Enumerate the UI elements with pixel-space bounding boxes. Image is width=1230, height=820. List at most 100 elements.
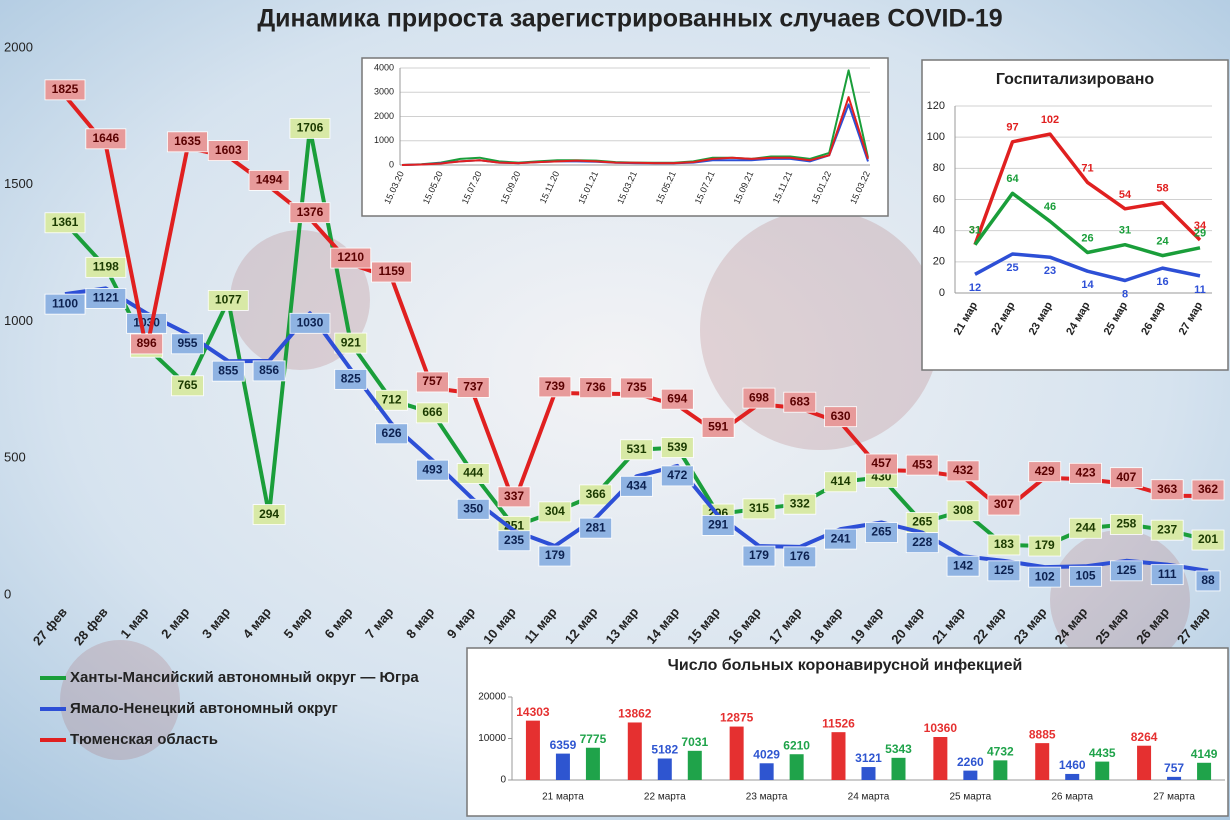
data-label: 4029 xyxy=(753,747,780,761)
bar xyxy=(759,763,774,780)
data-label: 12 xyxy=(969,282,981,294)
label-box xyxy=(1109,560,1143,582)
data-label: 332 xyxy=(790,496,810,510)
label-box xyxy=(987,494,1021,516)
data-label: 1077 xyxy=(215,293,242,307)
data-label: 16 xyxy=(1156,276,1168,288)
label-box xyxy=(289,118,331,139)
data-label: 1635 xyxy=(174,134,201,148)
y-tick-label: 60 xyxy=(933,193,945,205)
label-box xyxy=(85,128,127,150)
label-box xyxy=(252,360,286,382)
y-tick-label: 0 xyxy=(500,775,506,786)
data-label: 3121 xyxy=(855,751,882,765)
label-box xyxy=(415,459,449,481)
data-label: 407 xyxy=(1116,470,1136,484)
y-tick-label: 20000 xyxy=(478,692,506,703)
data-label: 434 xyxy=(626,478,646,492)
bar xyxy=(993,760,1008,780)
data-label: 102 xyxy=(1041,114,1059,126)
label-box xyxy=(701,416,735,438)
data-label: 735 xyxy=(626,380,646,394)
series-line xyxy=(974,252,1201,283)
bar xyxy=(627,722,642,780)
data-label: 237 xyxy=(1157,522,1177,536)
chart-title: Госпитализировано xyxy=(996,71,1154,88)
data-label: 955 xyxy=(177,336,197,350)
bar xyxy=(1197,762,1212,780)
data-label: 5343 xyxy=(885,742,912,756)
data-label: 142 xyxy=(953,558,973,572)
data-label: 10360 xyxy=(924,721,958,735)
label-box xyxy=(371,261,412,283)
data-label: 105 xyxy=(1076,568,1096,582)
y-tick-label: 20 xyxy=(933,256,945,268)
data-label: 308 xyxy=(953,503,973,517)
data-label: 698 xyxy=(749,390,769,404)
data-label: 666 xyxy=(422,405,442,419)
bar xyxy=(729,726,744,780)
data-label: 1646 xyxy=(92,131,119,145)
label-box xyxy=(375,423,408,445)
label-box xyxy=(1191,529,1225,551)
data-label: 4435 xyxy=(1089,746,1116,760)
label-box xyxy=(987,560,1021,582)
data-label: 1460 xyxy=(1059,758,1086,772)
label-box xyxy=(579,484,613,506)
data-label: 453 xyxy=(912,457,932,471)
data-label: 102 xyxy=(1035,569,1055,583)
data-label: 34 xyxy=(1194,220,1207,232)
data-label: 315 xyxy=(749,501,769,515)
data-label: 444 xyxy=(463,466,483,480)
legend-label: Ямало-Ненецкий автономный округ xyxy=(70,700,338,717)
data-label: 31 xyxy=(969,225,981,237)
bar xyxy=(861,767,876,780)
data-label: 765 xyxy=(177,378,197,392)
data-label: 896 xyxy=(137,336,157,350)
y-tick-label: 2000 xyxy=(4,39,33,54)
y-tick-label: 80 xyxy=(933,162,945,174)
data-label: 7031 xyxy=(681,735,708,749)
data-label: 1210 xyxy=(337,250,364,264)
series-line xyxy=(973,191,1201,258)
data-label: 265 xyxy=(871,525,891,539)
legend-label: Ханты-Мансийский автономный округ — Югра xyxy=(70,669,419,686)
y-tick-label: 4000 xyxy=(374,62,394,72)
data-label: 921 xyxy=(341,335,361,349)
label-box xyxy=(1069,517,1102,539)
data-label: 855 xyxy=(218,363,238,377)
legend-label: Тюменская область xyxy=(70,731,218,748)
data-label: 1159 xyxy=(379,264,405,278)
data-label: 683 xyxy=(790,394,810,408)
data-label: 8 xyxy=(1122,288,1128,300)
data-label: 46 xyxy=(1044,201,1056,213)
data-label: 235 xyxy=(504,533,524,547)
data-label: 337 xyxy=(504,489,524,503)
data-label: 737 xyxy=(463,380,483,394)
label-box xyxy=(85,288,127,309)
label-box xyxy=(905,454,939,476)
label-box xyxy=(1109,467,1143,489)
y-tick-label: 100 xyxy=(927,131,945,143)
label-box xyxy=(415,402,449,424)
label-box xyxy=(1109,514,1143,535)
data-label: 176 xyxy=(790,549,810,563)
inset-frame xyxy=(466,647,1229,817)
data-label: 2260 xyxy=(957,755,984,769)
label-box xyxy=(211,360,245,382)
label-box xyxy=(171,375,204,397)
x-tick-label: 21 марта xyxy=(542,792,584,803)
data-label: 712 xyxy=(382,392,402,406)
label-box xyxy=(44,293,86,315)
data-label: 201 xyxy=(1198,532,1218,546)
label-box xyxy=(207,290,249,311)
label-box xyxy=(1028,535,1062,557)
data-label: 228 xyxy=(912,535,932,549)
data-label: 4732 xyxy=(987,745,1014,759)
bar xyxy=(1137,745,1152,780)
data-label: 1121 xyxy=(93,291,119,305)
data-label: 307 xyxy=(994,497,1014,511)
data-label: 97 xyxy=(1006,122,1018,134)
data-label: 6359 xyxy=(550,738,577,752)
